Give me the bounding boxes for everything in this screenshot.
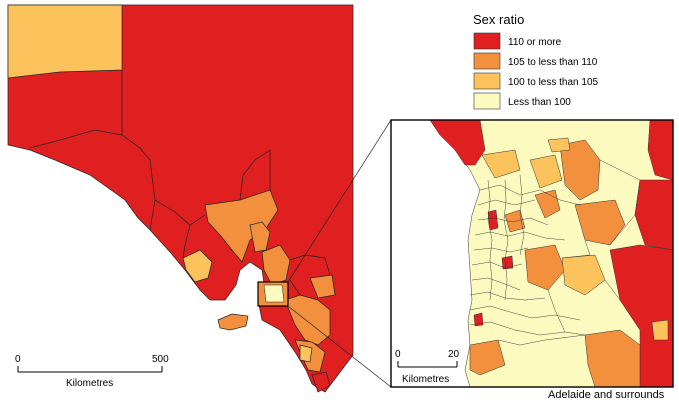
inset-region-lightorange-1 — [481, 149, 521, 179]
inset-scale-unit: Kilometres — [402, 374, 449, 385]
inset-region-lightorange-3 — [529, 154, 563, 189]
main-scale-start: 0 — [15, 354, 21, 365]
region-mount-gambier — [311, 371, 331, 393]
region-eyre-mid — [249, 221, 271, 253]
inset-caption: Adelaide and surrounds — [548, 389, 665, 401]
region-south-east-c — [299, 344, 313, 363]
region-far-west-northwest — [7, 4, 123, 79]
region-south-east-a — [284, 294, 331, 346]
inset-region-red-nw — [429, 120, 486, 166]
main-scale-unit: Kilometres — [66, 378, 113, 389]
legend-label-0: 110 or more — [508, 37, 562, 48]
inset-map — [391, 120, 673, 387]
inset-region-orange-3 — [524, 244, 566, 291]
legend-label-3: Less than 100 — [508, 97, 571, 108]
inset-scale-end: 20 — [448, 349, 460, 360]
region-eyre-orange — [204, 189, 279, 263]
legend-swatch-3 — [473, 92, 501, 110]
inset-region-orange-5 — [469, 339, 506, 376]
inset-region-red-urban-1 — [487, 209, 499, 231]
main-map — [7, 4, 354, 393]
inset-boundaries — [469, 159, 641, 346]
region-riverland — [309, 274, 336, 299]
leader-line-top — [287, 119, 392, 283]
inset-region-orange-4 — [584, 329, 641, 387]
main-scale-bar: 0 500 Kilometres — [15, 354, 169, 389]
region-boundaries — [29, 70, 331, 296]
region-yorke — [261, 244, 291, 286]
legend-label-1: 105 to less than 110 — [508, 57, 598, 68]
region-eyre-light — [182, 249, 213, 283]
inset-region-red-ne — [647, 120, 673, 181]
inset-region-orange-2 — [574, 199, 626, 246]
legend-swatch-2 — [473, 72, 501, 90]
legend-title: Sex ratio — [473, 12, 524, 27]
inset-region-lightorange-5 — [547, 137, 571, 153]
leader-line-bottom — [287, 305, 392, 388]
legend: Sex ratio 110 or more 105 to less than 1… — [473, 12, 599, 110]
inset-region-red-urban-2 — [501, 255, 514, 270]
adelaide-detail — [263, 284, 285, 303]
inset-region-red-urban-3 — [473, 312, 484, 327]
legend-swatch-1 — [473, 52, 501, 70]
inset-region-orange-1 — [559, 139, 601, 201]
region-kangaroo-island — [217, 313, 249, 331]
main-scale-end: 500 — [152, 354, 169, 365]
inset-scale-bar: 0 20 Kilometres — [395, 349, 460, 385]
inset-region-lightorange-2 — [561, 254, 606, 296]
legend-swatch-0 — [473, 32, 501, 50]
inset-region-lightorange-4 — [651, 319, 669, 341]
inset-scale-start: 0 — [395, 349, 401, 360]
inset-frame — [390, 119, 674, 388]
legend-label-2: 100 to less than 105 — [508, 77, 599, 88]
